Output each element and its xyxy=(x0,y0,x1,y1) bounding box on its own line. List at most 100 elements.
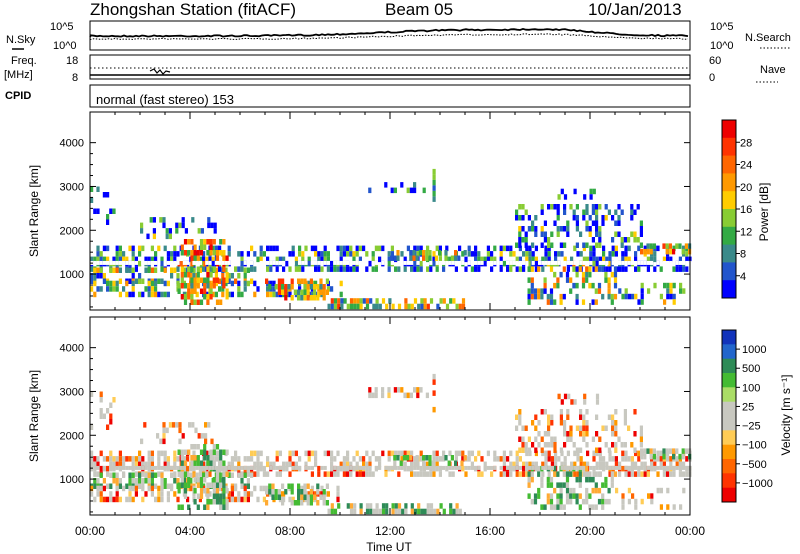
velocity-cell xyxy=(180,449,184,455)
velocity-cell xyxy=(291,496,295,503)
power-cell xyxy=(134,266,138,272)
power-cell xyxy=(396,250,400,256)
power-cell xyxy=(272,286,276,292)
velocity-cell xyxy=(467,465,471,470)
cpid-value: normal (fast stereo) 153 xyxy=(96,92,234,107)
velocity-cell xyxy=(336,491,340,497)
velocity-cell xyxy=(323,465,327,470)
power-cell xyxy=(410,266,414,272)
power-cell xyxy=(125,291,129,298)
power-cell xyxy=(147,267,151,273)
velocity-cell xyxy=(684,448,688,454)
velocity-cell xyxy=(490,471,494,477)
velocity-cell xyxy=(240,478,244,484)
power-cell xyxy=(125,267,129,273)
power-cell xyxy=(214,273,218,279)
velocity-cell xyxy=(187,449,191,455)
power-cell xyxy=(212,266,216,272)
velocity-cell xyxy=(547,471,551,477)
velocity-cell xyxy=(198,471,202,477)
velocity-cell xyxy=(556,498,560,505)
velocity-cell xyxy=(275,465,279,470)
power-cell xyxy=(93,291,97,298)
velocity-cell xyxy=(355,465,359,470)
velocity-cell xyxy=(627,465,631,470)
velocity-cell xyxy=(209,455,213,461)
velocity-cell xyxy=(212,493,216,499)
power-cell xyxy=(531,251,535,257)
power-cell xyxy=(426,266,430,272)
power-cell xyxy=(340,303,344,310)
velocity-cell xyxy=(569,436,573,442)
velocity-cell xyxy=(643,471,647,477)
power-cell xyxy=(607,260,611,267)
velocity-cell xyxy=(109,456,113,462)
power-cell xyxy=(118,291,122,298)
power-cell xyxy=(215,277,220,283)
power-cell xyxy=(499,260,503,265)
velocity-cell xyxy=(666,504,670,510)
velocity-cell xyxy=(193,444,197,450)
velocity-cell xyxy=(410,450,414,457)
power-cell xyxy=(147,260,151,265)
power-cell xyxy=(314,245,318,252)
velocity-cell xyxy=(186,472,190,478)
velocity-cell xyxy=(358,456,362,462)
velocity-cell xyxy=(358,465,362,470)
power-cell xyxy=(112,267,116,273)
power-cell xyxy=(547,260,551,265)
nave-right-bottom: 0 xyxy=(709,72,715,84)
power-cell xyxy=(630,209,634,215)
velocity-cell xyxy=(128,465,132,470)
velocity-cell xyxy=(470,465,474,470)
velocity-cell xyxy=(682,465,686,470)
power-cell xyxy=(429,260,433,265)
velocity-cell xyxy=(222,488,226,494)
power-cell xyxy=(193,277,197,283)
power-cell xyxy=(187,288,191,294)
velocity-cell xyxy=(330,450,334,457)
velocity-cell xyxy=(653,465,657,470)
power-cell xyxy=(316,284,320,290)
velocity-cell xyxy=(109,419,113,425)
power-cell xyxy=(522,260,526,265)
power-cell xyxy=(349,298,354,304)
velocity-cell xyxy=(141,496,145,503)
power-cell xyxy=(583,194,587,200)
power-cell xyxy=(490,256,494,263)
velocity-cell xyxy=(391,508,395,515)
power-cell xyxy=(518,260,522,265)
velocity-cell xyxy=(646,471,650,477)
power-cell xyxy=(543,237,547,243)
power-cell xyxy=(157,291,161,298)
power-cell xyxy=(209,294,213,300)
power-cell xyxy=(412,255,416,261)
velocity-cell xyxy=(215,499,220,505)
velocity-cell xyxy=(199,477,204,483)
power-cell xyxy=(243,267,247,273)
power-cell xyxy=(633,209,637,215)
power-cell xyxy=(218,278,222,284)
power-cell xyxy=(371,260,375,265)
power-cell xyxy=(208,266,212,272)
power-cell xyxy=(390,245,394,252)
velocity-cell xyxy=(419,387,423,393)
velocity-cell xyxy=(128,491,132,497)
power-cell xyxy=(106,256,110,263)
power-cell xyxy=(349,260,353,265)
velocity-cell xyxy=(410,471,414,477)
power-cell xyxy=(636,204,640,210)
power-cell xyxy=(288,251,292,257)
velocity-cell xyxy=(99,465,103,472)
velocity-cell xyxy=(569,493,573,499)
velocity-cell xyxy=(323,450,327,457)
power-cell xyxy=(525,260,529,265)
power-cell xyxy=(190,250,194,256)
power-cell xyxy=(384,260,388,265)
power-cell xyxy=(118,278,122,284)
velocity-cell xyxy=(400,465,404,470)
power-cell xyxy=(365,303,370,310)
velocity-cell xyxy=(154,465,158,470)
velocity-cell xyxy=(463,455,467,461)
power-cell xyxy=(152,217,156,223)
